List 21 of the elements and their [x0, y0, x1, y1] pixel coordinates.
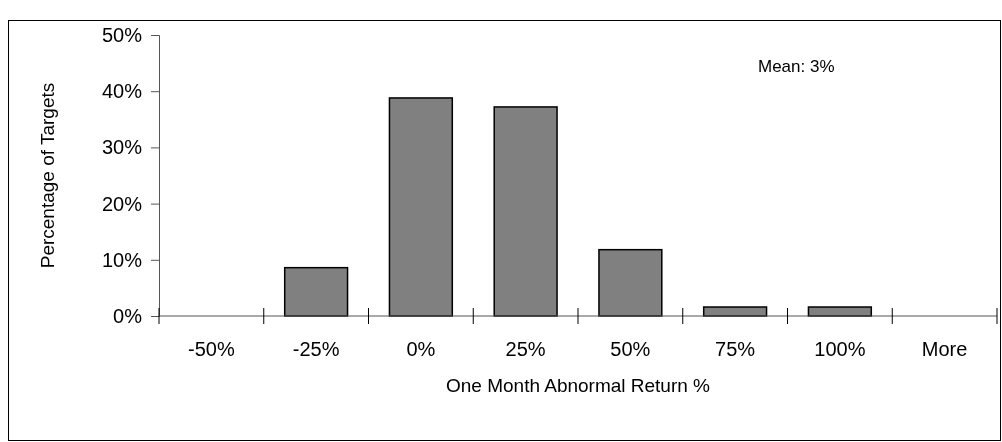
bar	[598, 248, 663, 317]
annotation: Mean: 3%	[758, 57, 835, 76]
x-tick-label: 100%	[814, 338, 866, 360]
x-tick-label: 25%	[505, 338, 546, 360]
y-tick-label: 50%	[101, 23, 143, 46]
x-tick-label: 50%	[610, 338, 651, 360]
y-tick-label: 30%	[101, 136, 143, 159]
y-tick-label: 0%	[113, 304, 143, 327]
x-tick-label: -50%	[188, 338, 235, 360]
y-axis-title: Percentage of Targets	[37, 82, 58, 269]
x-axis-title: One Month Abnormal Return %	[445, 375, 711, 396]
x-tick-label: -25%	[292, 338, 340, 360]
bar	[283, 266, 349, 317]
x-tick-label: 75%	[715, 338, 756, 360]
bar	[388, 97, 454, 317]
y-tick-label: 10%	[101, 248, 143, 271]
x-tick-label: More	[921, 338, 968, 360]
x-tick-label: 0%	[406, 338, 436, 360]
y-tick-label: 40%	[101, 80, 143, 103]
bar	[493, 106, 558, 317]
y-tick-label: 20%	[101, 192, 143, 215]
